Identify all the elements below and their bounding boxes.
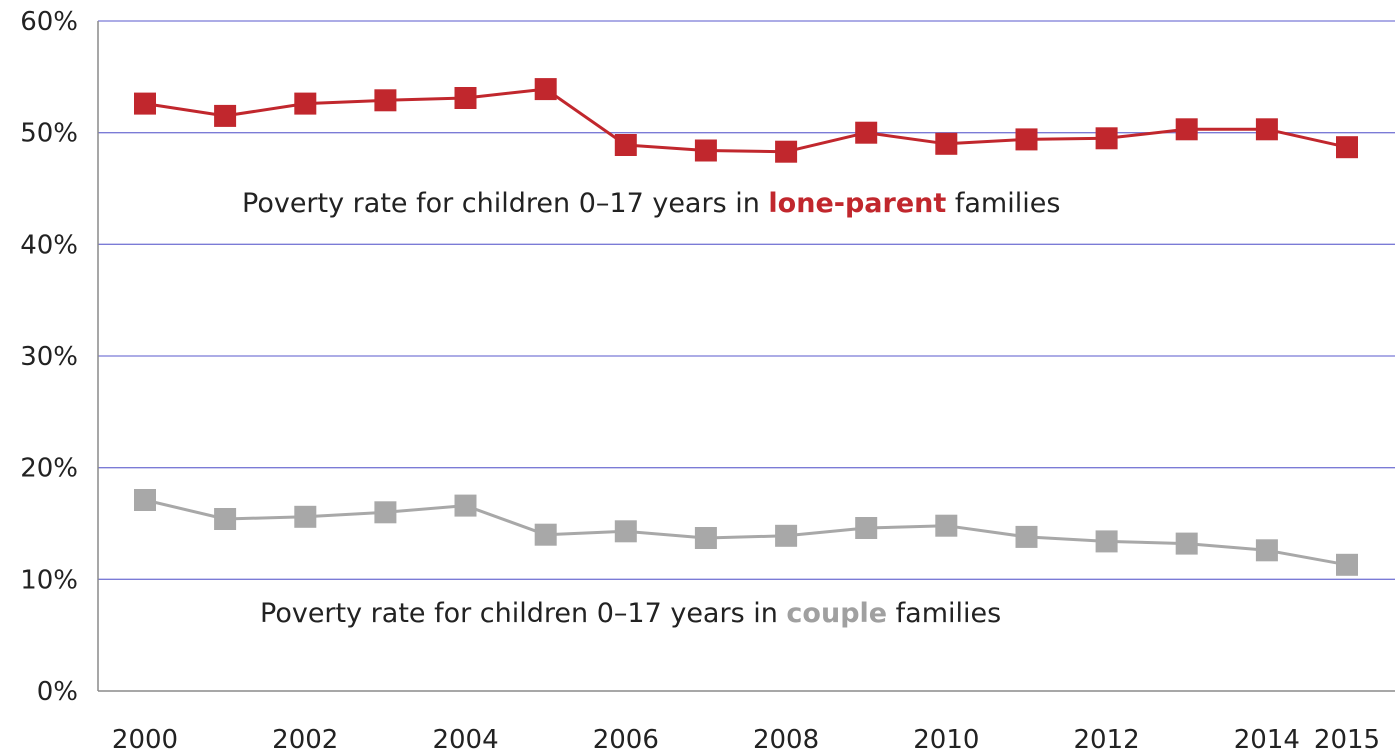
data-point-lone-parent-2007 bbox=[694, 139, 717, 162]
x-tick-label-2012: 2012 bbox=[1074, 725, 1140, 753]
lone-parent-annotation: Poverty rate for children 0–17 years in … bbox=[242, 188, 1060, 219]
x-tick-label-2002: 2002 bbox=[272, 725, 338, 753]
data-point-lone-parent-2004 bbox=[454, 87, 477, 109]
data-point-lone-parent-2013 bbox=[1175, 118, 1198, 141]
data-point-lone-parent-2006 bbox=[614, 134, 637, 156]
data-point-lone-parent-2005 bbox=[534, 78, 557, 101]
series-line-couple bbox=[144, 498, 1348, 567]
data-point-couple-2015 bbox=[1336, 553, 1358, 576]
data-point-couple-2013 bbox=[1175, 532, 1198, 555]
data-point-lone-parent-2010 bbox=[935, 132, 958, 155]
series-lines bbox=[144, 87, 1348, 567]
data-point-couple-2001 bbox=[214, 508, 237, 530]
data-point-couple-2003 bbox=[374, 501, 397, 524]
gridlines bbox=[98, 20, 1395, 580]
x-tick-label-2006: 2006 bbox=[593, 725, 659, 753]
x-tick-label-2004: 2004 bbox=[432, 725, 498, 753]
data-point-lone-parent-2009 bbox=[855, 121, 878, 144]
y-tick-label-60: 60% bbox=[20, 7, 78, 37]
x-tick-label-2015: 2015 bbox=[1314, 725, 1380, 753]
x-tick-label-2014: 2014 bbox=[1234, 725, 1300, 753]
data-point-lone-parent-2001 bbox=[214, 104, 237, 127]
data-point-couple-2012 bbox=[1095, 530, 1118, 553]
data-point-lone-parent-2012 bbox=[1095, 127, 1118, 150]
data-point-lone-parent-2003 bbox=[374, 89, 397, 112]
tick-labels: 0% 10% 20% 30% 40% 50% 60% 2000 2002 2004 2006 2008… bbox=[20, 7, 1380, 753]
data-point-lone-parent-2014 bbox=[1255, 118, 1278, 141]
data-point-lone-parent-2000 bbox=[134, 92, 156, 115]
data-point-couple-2011 bbox=[1015, 525, 1038, 548]
y-tick-label-30: 30% bbox=[20, 342, 78, 372]
data-point-couple-2007 bbox=[694, 527, 717, 549]
couple-annotation: Poverty rate for children 0–17 years in … bbox=[260, 598, 1001, 629]
data-points bbox=[134, 78, 1358, 576]
series-line-lone-parent bbox=[144, 87, 1348, 154]
y-tick-label-10: 10% bbox=[20, 565, 78, 595]
y-tick-label-50: 50% bbox=[20, 119, 78, 149]
data-point-lone-parent-2008 bbox=[775, 140, 798, 163]
x-tick-label-2008: 2008 bbox=[753, 725, 819, 753]
data-point-couple-2002 bbox=[294, 505, 317, 528]
data-point-couple-2010 bbox=[935, 514, 958, 537]
y-tick-label-20: 20% bbox=[20, 454, 78, 484]
data-point-lone-parent-2015 bbox=[1336, 136, 1358, 159]
data-point-lone-parent-2002 bbox=[294, 92, 317, 115]
axes bbox=[97, 21, 1395, 692]
x-tick-label-2010: 2010 bbox=[913, 725, 979, 753]
data-point-couple-2004 bbox=[454, 494, 477, 517]
data-point-couple-2000 bbox=[134, 489, 156, 511]
data-point-couple-2014 bbox=[1255, 539, 1278, 562]
y-tick-label-40: 40% bbox=[20, 230, 78, 260]
data-point-couple-2005 bbox=[534, 523, 557, 546]
data-point-couple-2006 bbox=[614, 520, 637, 543]
data-point-lone-parent-2011 bbox=[1015, 128, 1038, 151]
data-point-couple-2008 bbox=[775, 524, 798, 547]
data-point-couple-2009 bbox=[855, 517, 878, 539]
y-tick-label-0: 0% bbox=[37, 677, 78, 707]
x-tick-label-2000: 2000 bbox=[112, 725, 178, 753]
